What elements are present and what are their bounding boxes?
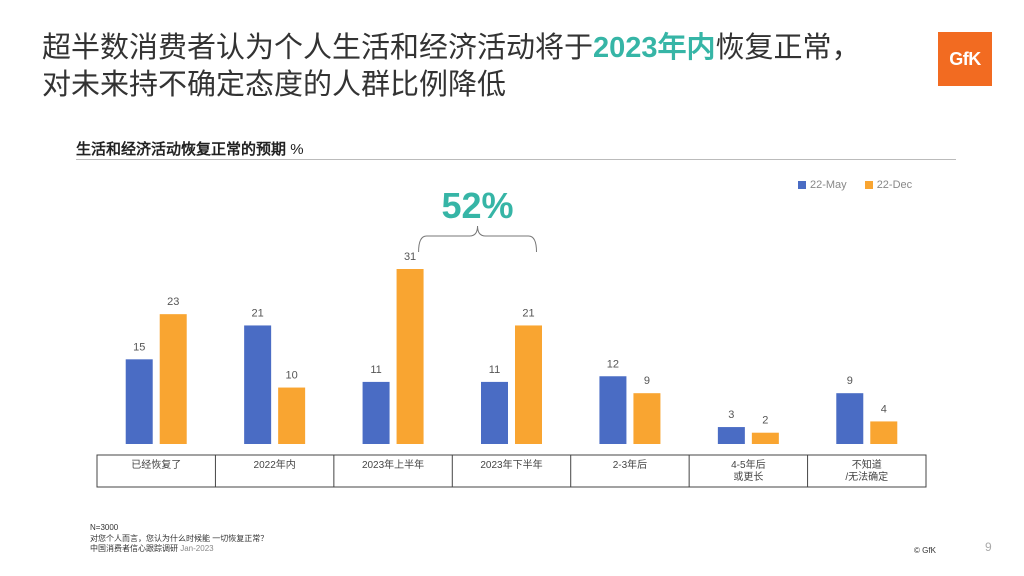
footnote: N=3000 对您个人而言，您认为什么时候能 一切恢复正常？ 中国消费者信心跟踪… [90, 523, 268, 555]
bar-may [362, 381, 390, 444]
bar-dec [751, 432, 779, 444]
bar-may [717, 427, 745, 444]
bar-dec [633, 393, 661, 444]
chart-subtitle: 生活和经济活动恢复正常的预期 % [76, 138, 304, 159]
category-label: 4-5年后 [731, 458, 765, 471]
subtitle-text: 生活和经济活动恢复正常的预期 [76, 141, 287, 158]
legend-item-may: 22-May [798, 179, 847, 191]
logo-text: GfK [949, 48, 981, 69]
category-label: 2023年下半年 [480, 458, 542, 471]
subtitle-unit: % [290, 141, 304, 158]
data-label: 11 [489, 364, 500, 376]
footnote-source: 中国消费者信心跟踪调研 [90, 544, 178, 553]
legend-item-dec: 22-Dec [864, 179, 913, 191]
bar-dec [159, 314, 187, 444]
title-part1: 超半数消费者认为个人生活和经济活动将于 [42, 32, 594, 64]
title-highlight: 2023年内 [593, 32, 716, 64]
annotation-bracket [418, 225, 537, 253]
data-label: 11 [370, 364, 381, 376]
category-label: 或更长 [733, 471, 763, 483]
legend-swatch-may [798, 181, 806, 189]
category-label: 不知道 [852, 458, 882, 471]
category-label: 2023年上半年 [362, 458, 424, 471]
annotation-52-percent: 52% [442, 185, 514, 226]
bar-may [599, 376, 627, 444]
data-label: 4 [881, 403, 887, 415]
legend-swatch-dec [864, 181, 873, 189]
divider [76, 159, 956, 160]
legend-label-dec: 22-Dec [876, 179, 913, 191]
gfk-logo: GfK [938, 32, 992, 86]
bar-dec [515, 325, 542, 444]
data-label: 2 [762, 415, 768, 427]
data-label: 15 [133, 341, 145, 353]
category-label: 已经恢复了 [131, 458, 181, 471]
title-line2: 对未来持不确定态度的人群比例降低 [42, 69, 507, 101]
data-label: 3 [728, 409, 734, 421]
footnote-question: 对您个人而言，您认为什么时候能 一切恢复正常？ [90, 533, 269, 543]
bar-dec [396, 269, 424, 444]
data-label: 9 [847, 375, 853, 387]
category-label: 2022年内 [254, 458, 296, 471]
footnote-sample-size: N=3000 [90, 523, 119, 532]
legend-label-may: 22-May [810, 179, 847, 191]
bar-may [125, 359, 153, 444]
page-number: 9 [985, 540, 992, 554]
data-label: 21 [522, 307, 534, 319]
data-label: 9 [644, 375, 650, 387]
data-label: 21 [252, 307, 264, 319]
copyright: © GfK [914, 546, 936, 555]
data-label: 12 [607, 358, 619, 370]
bar-may [481, 381, 508, 444]
chart-legend: 22-May 22-Dec [798, 179, 912, 191]
bar-dec [870, 421, 898, 444]
title-part2: 恢复正常， [715, 32, 861, 64]
page-title: 超半数消费者认为个人生活和经济活动将于2023年内恢复正常， 对未来持不确定态度… [42, 30, 922, 104]
bar-may [244, 325, 272, 444]
data-label: 31 [404, 251, 416, 263]
category-label: /无法确定 [845, 470, 888, 483]
category-table [96, 454, 927, 488]
category-label: 2-3年后 [613, 458, 647, 471]
bar-dec [278, 387, 306, 444]
footnote-source-line: 中国消费者信心跟踪调研 Jan-2023 [90, 544, 268, 555]
footnote-date: Jan-2023 [180, 544, 214, 553]
data-label: 23 [167, 296, 179, 308]
bar-may [836, 393, 864, 444]
data-label: 10 [286, 370, 298, 382]
